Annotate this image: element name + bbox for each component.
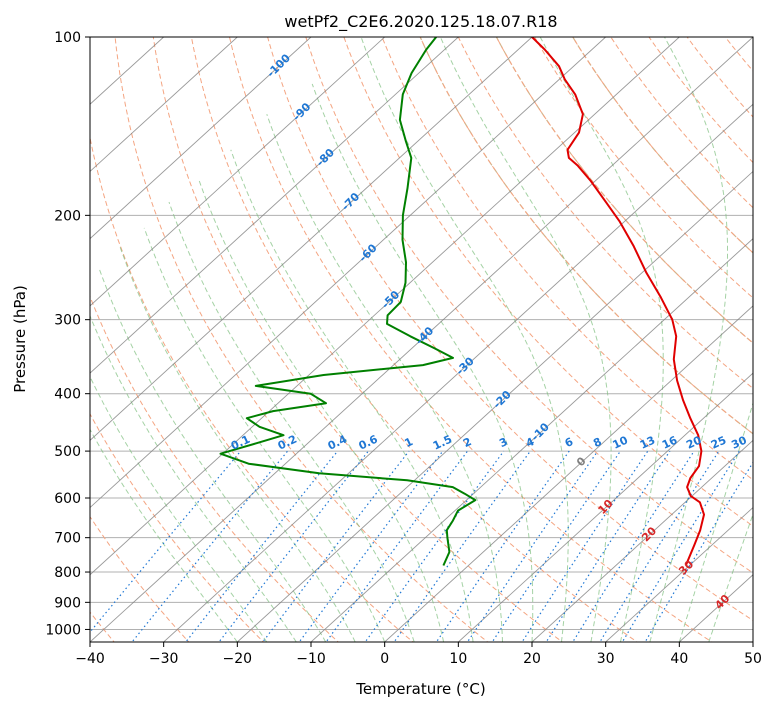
mixing-ratio-label: 8 xyxy=(591,435,603,450)
dry-adiabat-line xyxy=(602,24,775,645)
mixing-ratio-line xyxy=(364,451,504,644)
moist-adiabat-line xyxy=(231,150,473,642)
moist-adiabat-line xyxy=(440,37,611,642)
moist-adiabat-line xyxy=(169,202,414,642)
x-tick-label: 20 xyxy=(523,651,541,667)
x-tick-label: 30 xyxy=(597,651,615,667)
x-axis-label: Temperature (°C) xyxy=(355,680,485,698)
x-tick-label: −20 xyxy=(223,651,253,667)
mixing-ratio-label: 16 xyxy=(660,433,680,451)
mixing-ratio-line xyxy=(571,451,694,644)
moist-adiabat-line xyxy=(312,84,533,642)
dry-adiabat-line xyxy=(527,24,775,645)
y-tick-label: 400 xyxy=(54,387,81,403)
y-tick-label: 200 xyxy=(54,208,81,224)
chart-title: wetPf2_C2E6.2020.125.18.07.R18 xyxy=(284,12,557,32)
temperature-profile-line xyxy=(532,37,704,566)
mixing-ratio-line xyxy=(621,451,739,644)
y-tick-label: 1000 xyxy=(45,622,81,638)
background-lines xyxy=(0,24,775,645)
isotherm-line xyxy=(0,37,458,642)
y-tick-label: 500 xyxy=(54,444,81,460)
y-tick-label: 600 xyxy=(54,491,81,507)
mixing-ratio-line xyxy=(466,451,598,644)
mixing-ratio-label: 3 xyxy=(497,435,509,450)
mixing-ratio-label: 1 xyxy=(403,435,415,450)
x-tick-label: −30 xyxy=(149,651,179,667)
mixing-ratio-line xyxy=(297,451,442,644)
y-tick-label: 700 xyxy=(54,531,81,547)
dry-adiabat-line xyxy=(490,24,775,645)
isotherm-line xyxy=(0,37,237,642)
mixing-ratio-label: 30 xyxy=(729,433,749,451)
mixing-ratio-line xyxy=(80,451,241,644)
mixing-ratio-line xyxy=(184,451,338,644)
mixing-ratio-label: 6 xyxy=(563,435,576,450)
dry-adiabat-line xyxy=(76,24,416,645)
isotherm-line xyxy=(164,37,775,642)
y-axis-label: Pressure (hPa) xyxy=(11,285,29,393)
mixing-ratio-line xyxy=(130,451,288,644)
mixing-ratio-label: 13 xyxy=(638,434,657,452)
mixing-ratio-line xyxy=(644,451,760,644)
mixing-ratio-label: 0.1 xyxy=(229,433,252,453)
mixing-ratio-label: 25 xyxy=(709,434,728,452)
moist-adiabat-line xyxy=(41,320,238,642)
dry-adiabat-line xyxy=(640,24,775,645)
x-tick-label: 40 xyxy=(670,651,688,667)
mixing-ratio-label: 0.4 xyxy=(326,432,349,452)
mixing-ratio-line xyxy=(435,451,569,644)
x-tick-label: 50 xyxy=(744,651,762,667)
isotherm-line xyxy=(0,37,606,642)
x-tick-label: 0 xyxy=(380,651,389,667)
line-labels: -100-90-80-70-60-50-40-30-20-10010203040… xyxy=(229,51,749,612)
isotherm-line xyxy=(0,37,385,642)
dry-adiabat-line xyxy=(377,24,775,645)
x-tick-label: −10 xyxy=(296,651,326,667)
mixing-ratio-line xyxy=(261,451,409,644)
mixing-ratio-label: 1.5 xyxy=(431,433,454,453)
mixing-ratio-label: 0.6 xyxy=(357,432,380,452)
isotherm-label: -100 xyxy=(264,51,293,80)
y-tick-label: 900 xyxy=(54,595,81,611)
dry-adiabat-line xyxy=(715,24,775,645)
x-tick-label: −40 xyxy=(75,651,105,667)
mixing-ratio-label: 10 xyxy=(611,433,631,451)
dry-adiabat-line xyxy=(490,24,775,645)
x-tick-label: 10 xyxy=(449,651,467,667)
dry-adiabat-line xyxy=(753,24,775,645)
mixing-ratio-line xyxy=(598,451,718,644)
dry-adiabat-line xyxy=(302,24,775,645)
y-tick-label: 100 xyxy=(54,30,81,46)
moist-adiabat-line xyxy=(199,181,443,642)
moist-adiabat-line xyxy=(361,37,568,642)
y-tick-label: 800 xyxy=(54,565,81,581)
moist-adiabat-line xyxy=(709,37,775,642)
moist-adiabat-line xyxy=(540,37,663,642)
y-tick-label: 300 xyxy=(54,313,81,329)
isotherm-line xyxy=(0,37,311,642)
mixing-ratio-label: 2 xyxy=(461,435,473,450)
moist-adiabat-line xyxy=(144,228,385,642)
isotherm-line xyxy=(753,37,775,642)
mixing-ratio-line xyxy=(545,451,670,644)
